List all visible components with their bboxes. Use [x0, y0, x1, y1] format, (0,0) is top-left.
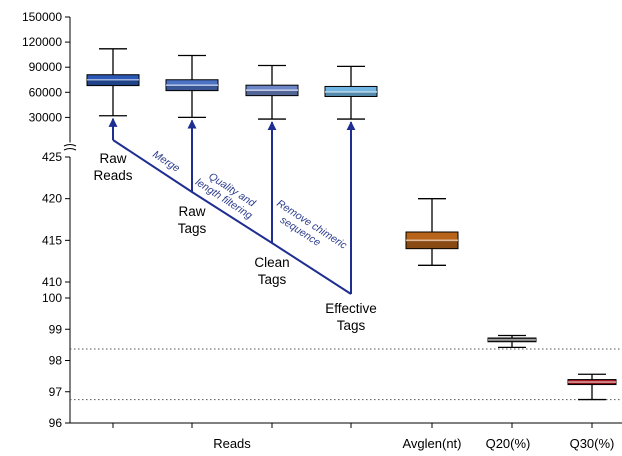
- y-tick-label: 100: [42, 291, 62, 305]
- y-tick-label: 120000: [22, 35, 62, 49]
- stage-label-line2: Tags: [258, 272, 287, 287]
- y-tick-label: 410: [42, 275, 62, 289]
- y-tick-label: 150000: [22, 10, 62, 24]
- box-lower-half: [165, 84, 219, 92]
- labels-layer: Reads Avglen(nt) Q20(%) Q30(%) Raw Reads Raw Ta…: [93, 148, 614, 451]
- stage-label-line1: Raw: [178, 204, 205, 219]
- y-tick-label: 97: [49, 385, 63, 399]
- reference-lines-layer: [70, 348, 622, 401]
- box-upper-half: [405, 231, 459, 241]
- stage-label-line2: Tags: [337, 318, 366, 333]
- boxes-layer: [86, 48, 617, 401]
- flow-arrows-layer: [108, 117, 356, 295]
- box-effective-tags: [324, 65, 378, 120]
- box-lower-half: [405, 239, 459, 250]
- y-tick-label: 96: [49, 416, 63, 430]
- step-label: Remove chimericsequence: [268, 197, 350, 262]
- stage-label-line2: Tags: [178, 221, 207, 236]
- step-label-line1: Merge: [150, 148, 182, 174]
- box-upper-half: [324, 85, 378, 93]
- box-q20-: [487, 334, 537, 349]
- x-category-label: Q20(%): [486, 436, 531, 451]
- box-q30-: [567, 373, 617, 401]
- x-category-label: Reads: [213, 436, 251, 451]
- box-raw-tags: [165, 54, 219, 119]
- y-tick-label: 60000: [29, 85, 63, 99]
- y-tick-label: 99: [49, 322, 63, 336]
- flow-diagonal-line: [112, 139, 352, 295]
- box-raw-reads: [86, 48, 140, 117]
- y-tick-label: 415: [42, 233, 62, 247]
- step-label: Merge: [150, 148, 182, 174]
- x-category-label: Q30(%): [570, 436, 615, 451]
- box-clean-tags: [245, 64, 299, 120]
- box-lower-half: [245, 89, 299, 97]
- box-lower-half: [86, 79, 140, 87]
- y-tick-label: 420: [42, 192, 62, 206]
- y-tick-label: 425: [42, 150, 62, 164]
- stage-label-line1: Clean: [254, 255, 289, 270]
- axis-break-mark: [63, 144, 77, 147]
- box-upper-half: [165, 79, 219, 86]
- box-avglen-nt-: [405, 198, 459, 266]
- y-tick-label: 30000: [29, 110, 63, 124]
- axes-layer: 150000 120000 90000 60000 30000 425 420 415 410 1…: [22, 10, 622, 430]
- stage-label-line1: Raw: [99, 151, 126, 166]
- axis-break-mark: [63, 148, 77, 151]
- stage-label-line1: Effective: [325, 301, 377, 316]
- x-category-label: Avglen(nt): [402, 436, 461, 451]
- stage-label-line2: Reads: [93, 168, 132, 183]
- y-tick-label: 90000: [29, 60, 63, 74]
- y-tick-label: 98: [49, 354, 63, 368]
